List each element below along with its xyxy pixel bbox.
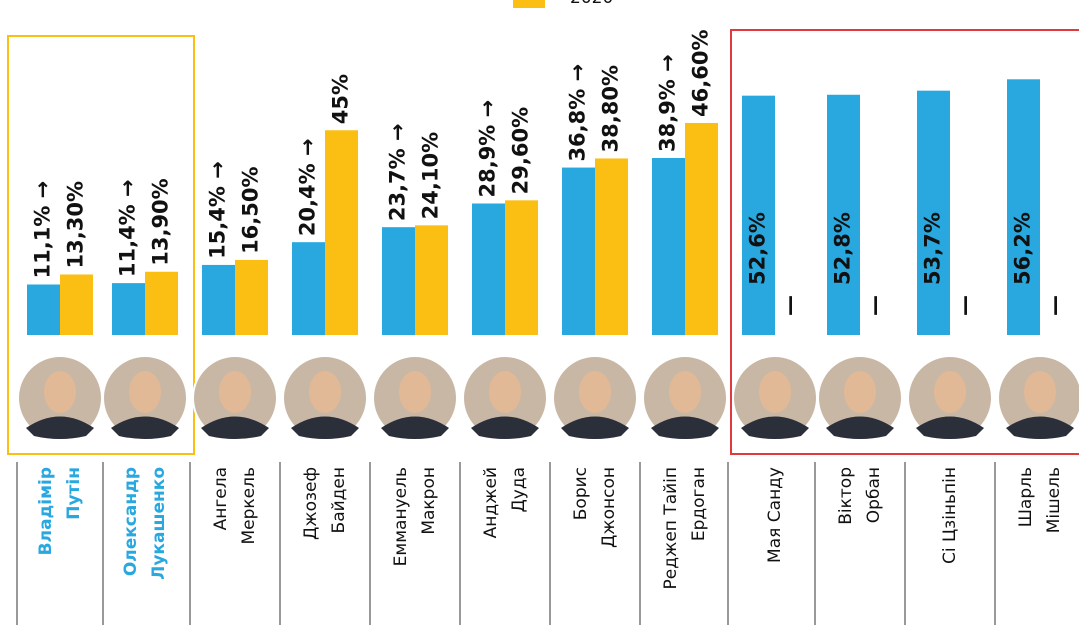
chart: 2020 11,1% → 13,30% Владімір Путін 11,4% → 13,… (0, 0, 1079, 625)
category-label: Реджеп Тайіп (661, 467, 681, 589)
category-label: Анджей (481, 467, 501, 538)
value-label: 38,9% → (656, 54, 680, 152)
legend-swatch (513, 0, 545, 8)
bar (292, 242, 325, 335)
bar (325, 130, 358, 335)
page: {"chart_data": {"type": "bar", "categori… (0, 0, 1079, 625)
portrait-face (44, 371, 76, 413)
portrait-face (579, 371, 611, 413)
category-label: Шарль (1016, 467, 1036, 527)
category-label: Борис (571, 467, 591, 520)
bar (112, 283, 145, 335)
category-label: Меркель (239, 467, 259, 545)
bar (60, 274, 93, 335)
portrait-face (489, 371, 521, 413)
portrait-face (759, 371, 791, 413)
bar (685, 123, 718, 335)
bar (505, 200, 538, 335)
value-label: 16,50% (239, 166, 263, 253)
portrait-face (1024, 371, 1056, 413)
portrait-face (219, 371, 251, 413)
value-label: — (778, 295, 802, 316)
bar (1007, 79, 1040, 335)
value-label: 24,10% (419, 132, 443, 219)
bar (472, 204, 505, 335)
value-label: — (953, 295, 977, 316)
category-label: Мішель (1044, 467, 1064, 533)
category-label: Дуда (509, 467, 529, 513)
value-label: 11,4% → (116, 179, 140, 277)
category-label: Лукашенко (149, 467, 169, 580)
value-label: 11,1% → (31, 181, 55, 279)
value-label: 15,4% → (206, 161, 230, 259)
portrait-face (669, 371, 701, 413)
value-label: 13,30% (64, 181, 88, 268)
value-label: — (863, 295, 887, 316)
value-label: 45% (329, 74, 353, 124)
category-label: Сі Цзіньпін (940, 467, 960, 564)
category-label: Олександр (121, 467, 141, 576)
value-label: 52,8% (831, 212, 855, 285)
value-label: 28,9% → (476, 100, 500, 198)
value-label: 53,7% (921, 212, 945, 285)
category-label: Ангела (211, 467, 231, 530)
value-label: 38,80% (599, 65, 623, 152)
value-label: 23,7% → (386, 123, 410, 221)
legend-label: 2020 (570, 0, 613, 8)
bar (595, 158, 628, 335)
bar (382, 227, 415, 335)
value-label: 56,2% (1011, 212, 1035, 285)
portrait-face (129, 371, 161, 413)
value-label: — (1043, 295, 1067, 316)
category-label: Мая Санду (765, 467, 785, 563)
value-label: 13,90% (149, 178, 173, 265)
bar (652, 158, 685, 335)
portrait-face (934, 371, 966, 413)
bar (202, 265, 235, 335)
category-label: Орбан (864, 467, 884, 523)
category-label: Джонсон (599, 467, 619, 548)
bar (415, 225, 448, 335)
value-label: 29,60% (509, 107, 533, 194)
category-label: Джозеф (301, 467, 321, 540)
value-label: 20,4% → (296, 138, 320, 236)
category-label: Путін (64, 467, 84, 520)
category-label: Макрон (419, 467, 439, 535)
portrait-face (399, 371, 431, 413)
bar (235, 260, 268, 335)
category-label: Байден (329, 467, 349, 533)
category-label: Еммануель (391, 467, 411, 566)
value-label: 36,8% → (566, 64, 590, 162)
bar (27, 284, 60, 335)
portrait-face (309, 371, 341, 413)
bar (145, 272, 178, 335)
bar (562, 168, 595, 335)
category-label: Віктор (836, 467, 856, 525)
portrait-face (844, 371, 876, 413)
value-label: 52,6% (746, 212, 770, 285)
category-label: Ердоган (689, 467, 709, 541)
value-label: 46,60% (689, 30, 713, 117)
category-label: Владімір (36, 467, 56, 555)
